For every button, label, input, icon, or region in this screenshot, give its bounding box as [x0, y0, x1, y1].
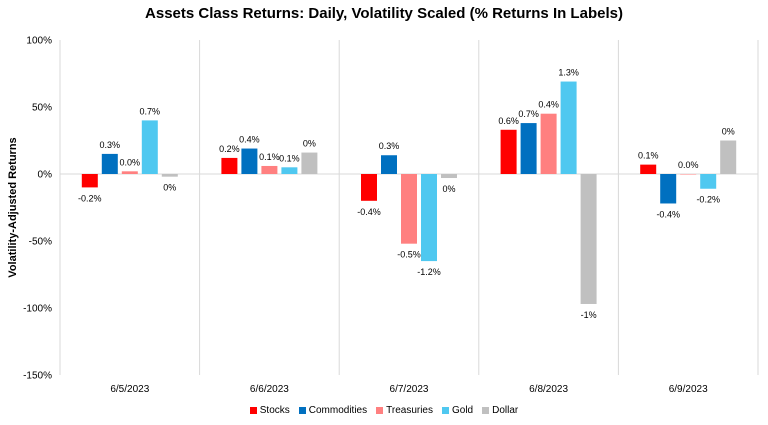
data-label: 0%	[442, 184, 455, 194]
legend-item-treasuries: Treasuries	[376, 405, 433, 416]
bar-treasuries	[261, 165, 278, 174]
data-label: -1.2%	[417, 267, 441, 277]
data-label: 0.1%	[259, 152, 280, 162]
data-label: 0%	[163, 183, 176, 193]
legend-label-gold: Gold	[452, 405, 474, 416]
bar-gold	[281, 167, 298, 174]
bar-treasuries	[680, 174, 697, 175]
bar-commodities	[520, 123, 537, 174]
legend-swatch-gold	[442, 407, 449, 414]
y-tick-label: -100%	[23, 304, 52, 315]
bar-dollar	[161, 174, 178, 177]
x-tick-label: 6/5/2023	[110, 384, 149, 395]
y-tick-label: 50%	[32, 103, 52, 114]
legend-item-commodities: Commodities	[298, 405, 368, 416]
data-label: -0.2%	[78, 193, 102, 203]
x-tick-label: 6/8/2023	[529, 384, 568, 395]
legend-swatch-dollar	[482, 407, 490, 414]
data-label: 0.3%	[379, 141, 400, 151]
data-label: 0.4%	[239, 135, 260, 145]
bar-dollar	[720, 140, 737, 174]
legend-item-dollar: Dollar	[482, 405, 518, 416]
data-label: -0.2%	[696, 195, 720, 205]
bar-commodities	[241, 148, 258, 174]
bar-dollar	[441, 174, 457, 179]
data-label: 0.1%	[638, 151, 659, 161]
bar-treasuries	[401, 174, 417, 244]
legend-label-treasuries: Treasuries	[386, 405, 433, 416]
data-label: 0%	[722, 127, 735, 137]
y-tick-label: -150%	[23, 371, 52, 382]
data-label: -0.4%	[357, 207, 381, 217]
data-label: 0.6%	[498, 116, 519, 126]
legend-item-gold: Gold	[442, 405, 473, 416]
bar-stocks	[81, 174, 98, 188]
data-label: 0.0%	[678, 160, 699, 170]
legend-label-commodities: Commodities	[308, 405, 368, 416]
data-label: 0.3%	[100, 140, 121, 150]
x-tick-label: 6/6/2023	[250, 384, 289, 395]
bar-stocks	[500, 129, 517, 174]
data-label: 0.2%	[219, 144, 240, 154]
bar-gold	[560, 81, 577, 174]
data-label: 0.1%	[279, 153, 300, 163]
bar-stocks	[361, 174, 377, 201]
y-tick-label: 100%	[26, 36, 52, 47]
bar-dollar	[301, 152, 318, 174]
bar-stocks	[640, 164, 657, 174]
y-axis-label: Volatility-Adjusted Returns	[7, 137, 19, 277]
bar-commodities	[660, 174, 677, 204]
bar-commodities	[381, 155, 397, 174]
bar-commodities	[101, 153, 118, 174]
legend-swatch-stocks	[249, 407, 257, 414]
legend-item-stocks: Stocks	[249, 405, 290, 416]
data-label: 0.4%	[538, 100, 559, 110]
bar-gold	[700, 174, 717, 189]
chart-title: Assets Class Returns: Daily, Volatility …	[145, 5, 623, 22]
data-label: -0.5%	[397, 250, 421, 260]
bar-gold	[141, 120, 158, 174]
bar-treasuries	[121, 171, 138, 174]
data-label: -0.4%	[656, 209, 680, 219]
data-label: -1%	[581, 310, 597, 320]
bar-treasuries	[540, 113, 557, 174]
legend-swatch-commodities	[298, 407, 306, 414]
legend-label-stocks: Stocks	[259, 405, 290, 416]
legend-swatch-treasuries	[376, 407, 384, 414]
legend: Stocks Commodities Treasuries Gold Dolla…	[0, 405, 768, 416]
data-label: 0%	[303, 139, 316, 149]
data-label: 1.3%	[558, 68, 579, 78]
data-label: 0.7%	[140, 106, 161, 116]
data-label: 0.0%	[120, 157, 141, 167]
bar-gold	[421, 174, 437, 262]
data-label: 0.7%	[518, 109, 539, 119]
legend-label-dollar: Dollar	[492, 405, 519, 416]
bar-stocks	[221, 157, 238, 174]
y-tick-label: -50%	[29, 237, 52, 248]
x-tick-label: 6/9/2023	[669, 384, 708, 395]
x-tick-label: 6/7/2023	[390, 384, 429, 395]
y-tick-label: 0%	[38, 170, 53, 181]
bar-dollar	[580, 174, 597, 304]
